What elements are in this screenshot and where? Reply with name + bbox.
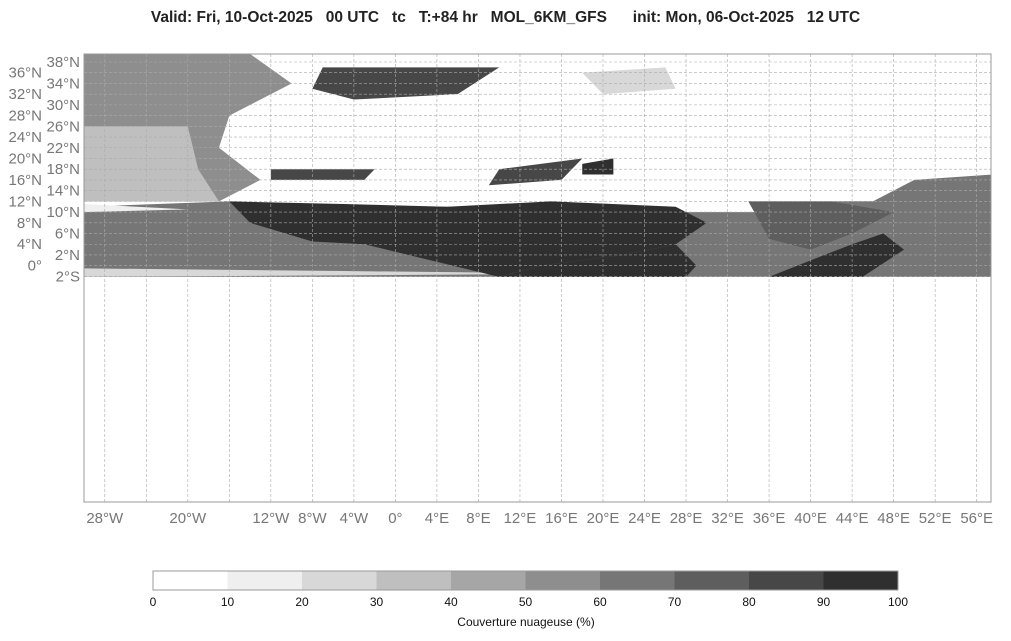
- lon-tick-label: 8°E: [466, 510, 490, 527]
- colorbar: 0 10 20 30 40 50 60 70 80 90 100: [150, 570, 908, 609]
- colorbar-tick-label: 90: [817, 595, 831, 609]
- lat-tick-label: 2°N: [55, 247, 80, 264]
- lat-tick-label: 8°N: [17, 215, 42, 232]
- colorbar-tick-label: 30: [370, 595, 384, 609]
- west-africa-convection: [229, 201, 707, 277]
- med-cloud: [582, 67, 676, 95]
- colorbar-tick-label: 20: [295, 595, 309, 609]
- ethiopia-cloud: [748, 201, 894, 250]
- lon-tick-label: 36°E: [753, 510, 786, 527]
- colorbar-tick-label: 40: [444, 595, 458, 609]
- colorbar-tick-label: 100: [888, 595, 908, 609]
- lat-tick-label: 34°N: [46, 75, 80, 92]
- lon-tick-label: 28°E: [670, 510, 703, 527]
- lat-tick-label: 0°: [28, 258, 42, 275]
- latitude-labels: 38°N36°N34°N32°N30°N28°N26°N24°N22°N20°N…: [8, 54, 80, 285]
- colorbar-swatch: [823, 571, 898, 590]
- colorbar-label: Couverture nuageuse (%): [457, 615, 594, 629]
- sahel-cloud: [488, 158, 583, 186]
- lon-tick-label: 48°E: [877, 510, 910, 527]
- lon-tick-label: 16°E: [545, 510, 578, 527]
- cloud-field: [84, 54, 991, 502]
- colorbar-tick-label: 80: [742, 595, 756, 609]
- lat-tick-label: 6°N: [55, 226, 80, 243]
- clear-sky: [84, 54, 991, 502]
- congo-convection: [499, 244, 697, 277]
- lon-tick-label: 52°E: [919, 510, 952, 527]
- lat-tick-label: 20°N: [8, 150, 42, 167]
- gridlines: [84, 54, 991, 502]
- lon-tick-label: 32°E: [711, 510, 744, 527]
- lon-tick-label: 8°W: [298, 510, 327, 527]
- colorbar-swatch: [376, 571, 451, 590]
- lat-tick-label: 28°N: [8, 108, 42, 125]
- lon-tick-label: 56°E: [960, 510, 993, 527]
- colorbar-swatch: [451, 571, 526, 590]
- lon-tick-label: 4°E: [425, 510, 449, 527]
- map-frame: [83, 53, 992, 503]
- lat-tick-label: 36°N: [8, 65, 42, 82]
- lon-tick-label: 0°: [388, 510, 402, 527]
- lat-tick-label: 4°N: [17, 236, 42, 253]
- lat-tick-label: 14°N: [46, 183, 80, 200]
- lon-tick-label: 24°E: [628, 510, 661, 527]
- colorbar-swatch: [302, 571, 377, 590]
- colorbar-tick-label: 0: [150, 595, 157, 609]
- south-strip: [84, 268, 603, 277]
- lat-tick-label: 24°N: [8, 129, 42, 146]
- mauritania-cloud: [270, 169, 375, 180]
- colorbar-tick-label: 50: [519, 595, 533, 609]
- atlantic-cloud-light: [84, 126, 219, 202]
- lon-tick-label: 20°W: [169, 510, 207, 527]
- colorbar-swatch: [674, 571, 749, 590]
- lat-tick-label: 22°N: [46, 140, 80, 157]
- lat-tick-label: 32°N: [8, 86, 42, 103]
- lon-tick-label: 44°E: [836, 510, 869, 527]
- lon-tick-label: 28°W: [86, 510, 124, 527]
- lat-tick-label: 18°N: [46, 161, 80, 178]
- tibesti-cloud: [582, 158, 614, 175]
- lat-tick-label: 2°S: [56, 268, 80, 285]
- lon-tick-label: 20°E: [587, 510, 620, 527]
- colorbar-swatch: [227, 571, 302, 590]
- colorbar-swatch: [153, 571, 228, 590]
- colorbar-swatch: [749, 571, 824, 590]
- colorbar-tick-label: 60: [593, 595, 607, 609]
- lat-tick-label: 12°N: [8, 193, 42, 210]
- lon-tick-label: 12°E: [504, 510, 537, 527]
- lat-tick-label: 10°N: [46, 204, 80, 221]
- colorbar-tick-label: 70: [668, 595, 682, 609]
- map-title: Valid: Fri, 10-Oct-2025 00 UTC tc T:+84 …: [150, 9, 861, 26]
- atlantic-clear-strip: [84, 204, 188, 213]
- lat-tick-label: 38°N: [46, 54, 80, 71]
- longitude-labels: 28°W 20°W 12°W 8°W 4°W 0° 4°E 8°E 12°E 16°E 20°E 24…: [86, 510, 993, 527]
- colorbar-frame: [152, 570, 899, 591]
- lon-tick-label: 40°E: [794, 510, 827, 527]
- colorbar-tick-label: 10: [221, 595, 235, 609]
- lon-tick-label: 12°W: [252, 510, 290, 527]
- colorbar-swatch: [600, 571, 675, 590]
- lat-tick-label: 30°N: [46, 97, 80, 114]
- lat-tick-label: 16°N: [8, 172, 42, 189]
- lat-tick-label: 26°N: [46, 118, 80, 135]
- lon-tick-label: 4°W: [340, 510, 369, 527]
- colorbar-swatch: [525, 571, 600, 590]
